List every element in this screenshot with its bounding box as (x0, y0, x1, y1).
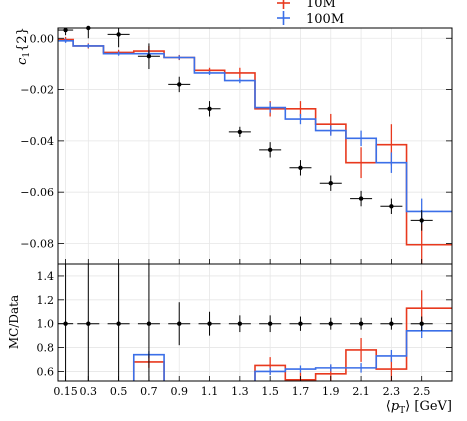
ratio-data-point-1 (86, 321, 91, 326)
x-tick-label-5: 1.1 (201, 385, 219, 398)
main-data-point-3 (146, 54, 152, 59)
main-series-10m-step (58, 38, 452, 246)
main-y-tick-label-0: 0.00 (30, 32, 55, 45)
main-data-points (58, 25, 433, 231)
main-data-point-6 (237, 129, 243, 135)
main-grid (58, 28, 452, 264)
main-frame (57, 27, 453, 265)
x-tick-label-12: 2.5 (413, 385, 431, 398)
x-tick-label-7: 1.5 (261, 385, 279, 398)
legend-label-100m: 100M (306, 12, 344, 27)
ratio-data-point-11 (389, 321, 394, 326)
legend-entry-100m: 100M (277, 11, 344, 27)
main-data-point-11 (389, 204, 394, 209)
main-data-point-12 (419, 218, 424, 223)
ratio-y-tick-label-4: 1.4 (37, 270, 55, 283)
main-panel: 0.00 −0.02 −0.04 −0.06 −0.08 c1{2} (15, 25, 453, 265)
ratio-frame (57, 263, 453, 382)
x-tick-label-3: 0.7 (140, 385, 158, 398)
ratio-panel: 0.6 0.8 1.0 1.2 1.4 0.15 0.3 0.5 0.7 0.9 1.1 1.3 1.… (7, 263, 453, 416)
ratio-series (132, 290, 452, 381)
ratio-y-tick-label-3: 1.2 (37, 294, 55, 307)
ratio-x-ticks: 0.15 0.3 0.5 0.7 0.9 1.1 1.3 1.5 1.7 1.9 2.1 2.3 2.5 (53, 376, 430, 398)
legend-label-10m: 10M (306, 0, 336, 11)
main-y-tick-label-3: −0.06 (20, 186, 54, 199)
ratio-series-10m-step (132, 307, 452, 381)
main-data-point-8 (298, 165, 303, 171)
ratio-y-ticks: 0.6 0.8 1.0 1.2 1.4 (37, 270, 452, 378)
main-x-ticks (65, 259, 423, 264)
ratio-data-point-8 (298, 321, 303, 326)
main-data-point-5 (207, 106, 212, 112)
legend: 10M 100M (277, 0, 344, 27)
main-y-tick-label-2: −0.04 (20, 135, 54, 148)
main-y-ticks: 0.00 −0.02 −0.04 −0.06 −0.08 (20, 32, 452, 250)
ratio-data-point-6 (237, 321, 243, 326)
x-tick-label-4: 0.9 (170, 385, 188, 398)
main-data-point-0 (63, 27, 68, 33)
x-tick-label-2: 0.5 (110, 385, 128, 398)
x-axis-label: ⟨pT⟩ [GeV] (386, 399, 452, 416)
main-data-point-9 (328, 180, 333, 186)
main-data-point-7 (267, 147, 273, 153)
ratio-data-point-7 (267, 321, 273, 326)
x-tick-label-9: 1.9 (322, 385, 340, 398)
main-y-tick-label-1: −0.02 (20, 84, 54, 97)
main-series (58, 36, 452, 264)
main-data-point-2 (116, 32, 121, 37)
main-data-point-10 (358, 196, 364, 201)
ratio-y-tick-label-1: 0.8 (37, 342, 55, 355)
main-y-axis-label: c1{2} (15, 27, 32, 65)
x-tick-label-11: 2.3 (383, 385, 401, 398)
ratio-data-point-0 (63, 321, 68, 326)
x-tick-label-1: 0.3 (80, 385, 98, 398)
x-tick-label-10: 2.1 (352, 385, 370, 398)
ratio-data-point-9 (328, 321, 333, 326)
main-y-tick-label-4: −0.08 (20, 237, 54, 250)
ratio-data-points (58, 264, 433, 381)
ratio-data-point-4 (177, 321, 182, 326)
x-tick-label-0: 0.15 (53, 385, 78, 398)
x-tick-label-6: 1.3 (231, 385, 249, 398)
ratio-data-point-12 (419, 321, 424, 326)
ratio-series-100m-step (132, 330, 452, 381)
ratio-y-axis-label: MC/Data (7, 295, 21, 349)
x-tick-label-8: 1.7 (292, 385, 310, 398)
main-series-100m-step (58, 40, 452, 213)
ratio-data-point-2 (116, 321, 121, 326)
ratio-data-point-10 (358, 321, 364, 326)
ratio-y-tick-label-0: 0.6 (37, 365, 55, 378)
ratio-data-point-3 (146, 321, 152, 326)
legend-entry-10m: 10M (277, 0, 336, 11)
ratio-y-tick-label-2: 1.0 (37, 318, 55, 331)
ratio-data-point-5 (207, 321, 212, 326)
main-data-point-4 (177, 82, 182, 87)
